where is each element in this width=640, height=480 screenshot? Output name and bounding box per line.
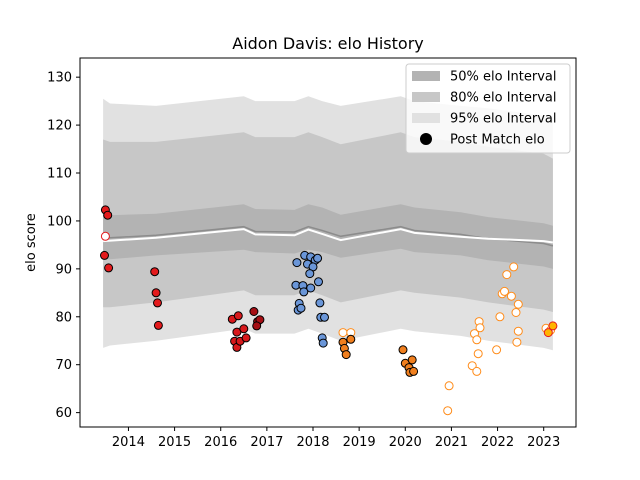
data-point <box>502 270 512 280</box>
legend-label: 95% elo Interval <box>450 112 557 127</box>
data-point <box>543 328 553 338</box>
y-tick-label: 90 <box>55 262 72 277</box>
mean-lines <box>103 225 554 247</box>
data-point <box>409 366 419 376</box>
y-axis: 60 70 80 90 100 110 120 130 <box>47 71 80 421</box>
data-point <box>443 406 453 416</box>
data-point <box>472 335 482 345</box>
data-point <box>548 321 558 331</box>
y-tick-label: 80 <box>55 310 72 325</box>
y-tick-label: 100 <box>47 214 72 229</box>
legend-box <box>405 63 571 154</box>
data-point <box>100 250 109 260</box>
data-point <box>495 312 505 322</box>
x-axis: 2014 2015 2016 2017 2018 2019 2020 2021 2022 2023 <box>112 427 560 450</box>
data-point <box>338 328 348 338</box>
point-series-8 <box>443 262 556 416</box>
data-point <box>513 326 523 336</box>
data-point <box>239 324 249 334</box>
y-tick-label: 60 <box>55 406 72 421</box>
point-series-7 <box>338 334 419 377</box>
data-point <box>473 349 483 359</box>
post-match-points <box>100 205 558 416</box>
y-tick-label: 110 <box>47 167 72 182</box>
data-point <box>299 287 309 297</box>
current-elo-line <box>103 228 554 244</box>
point-series-2 <box>100 231 110 241</box>
data-point <box>100 231 110 241</box>
legend-swatch <box>412 92 440 102</box>
legend-label: Post Match elo <box>450 133 545 148</box>
x-tick-label: 2023 <box>527 435 560 450</box>
data-point <box>153 320 163 330</box>
data-point <box>150 267 160 277</box>
data-point <box>153 298 162 308</box>
legend-swatch <box>412 113 440 123</box>
y-tick-label: 120 <box>47 119 72 134</box>
x-tick-label: 2022 <box>481 435 514 450</box>
data-point <box>318 338 328 348</box>
data-point <box>467 361 477 371</box>
x-tick-label: 2021 <box>435 435 468 450</box>
data-point <box>341 350 351 360</box>
x-tick-label: 2016 <box>204 435 237 450</box>
data-point <box>475 323 485 333</box>
data-point <box>104 263 114 273</box>
axes-frame <box>79 57 577 428</box>
data-point <box>346 334 356 344</box>
y-tick-label: 70 <box>55 358 72 373</box>
point-series-4 <box>249 307 265 331</box>
legend-label: 80% elo Interval <box>450 91 557 106</box>
x-tick-label: 2020 <box>389 435 422 450</box>
data-point <box>511 308 521 317</box>
point-series-1 <box>100 205 163 330</box>
legend-label: 50% elo Interval <box>450 70 557 85</box>
data-point <box>444 381 454 391</box>
y-tick-label: 130 <box>47 71 72 86</box>
data-point <box>241 333 251 343</box>
data-point <box>492 345 502 355</box>
plot-area <box>100 96 558 416</box>
data-point <box>512 337 522 347</box>
legend-swatch <box>412 71 440 81</box>
data-point <box>314 277 323 287</box>
data-point <box>233 311 243 321</box>
x-tick-label: 2017 <box>250 435 283 450</box>
data-point <box>306 283 316 293</box>
data-point <box>407 355 417 365</box>
x-tick-label: 2019 <box>343 435 376 450</box>
x-tick-label: 2018 <box>296 435 329 450</box>
data-point <box>398 345 408 355</box>
point-series-6 <box>338 328 356 338</box>
legend-marker <box>420 133 432 145</box>
point-series-5 <box>291 250 329 348</box>
x-tick-label: 2015 <box>158 435 191 450</box>
data-point <box>509 262 519 272</box>
data-point <box>506 291 516 301</box>
data-point <box>315 298 325 308</box>
data-point <box>305 269 315 279</box>
data-point <box>292 258 302 268</box>
data-point <box>252 321 262 331</box>
data-point <box>296 303 306 313</box>
data-point <box>313 253 323 263</box>
y-axis-label: elo score <box>24 213 39 272</box>
data-point <box>320 312 329 322</box>
x-tick-label: 2014 <box>112 435 145 450</box>
chart-title: Aidon Davis: elo History <box>232 34 424 53</box>
data-point <box>472 366 482 376</box>
data-point <box>249 307 259 316</box>
data-point <box>103 210 113 220</box>
legend: 50% elo Interval 80% elo Interval 95% elo … <box>405 63 571 154</box>
point-series-3 <box>227 311 251 352</box>
point-series-9 <box>543 321 558 338</box>
data-point <box>500 286 509 296</box>
data-point <box>513 299 523 309</box>
data-point <box>151 288 161 298</box>
interval-bands <box>103 96 553 351</box>
